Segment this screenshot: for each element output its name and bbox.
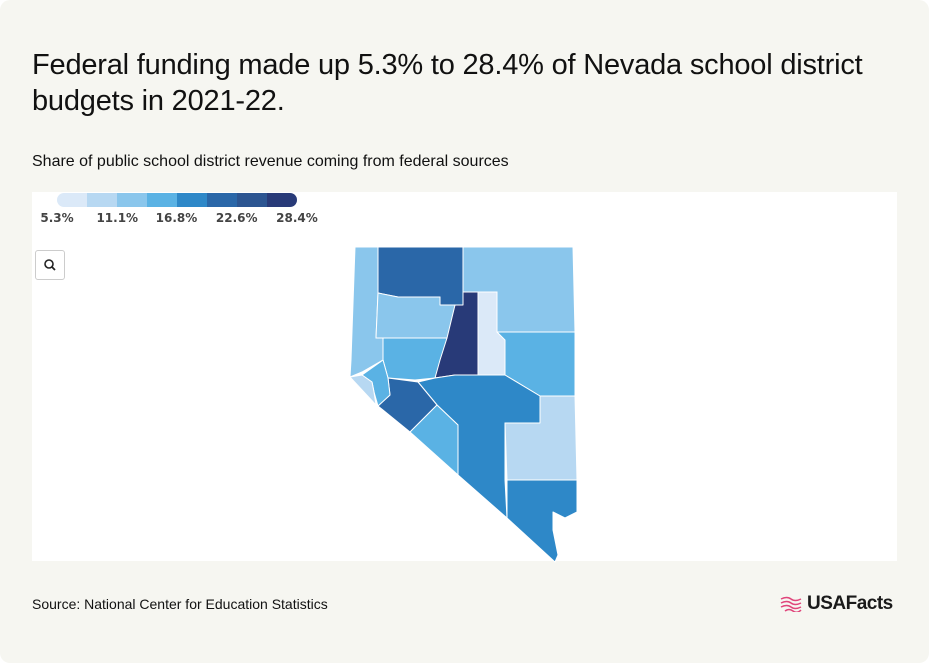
county — [375, 292, 456, 339]
legend-swatch — [87, 193, 118, 207]
subtitle: Share of public school district revenue … — [32, 153, 509, 170]
legend-swatch — [207, 193, 238, 207]
legend-swatch — [177, 193, 208, 207]
logo[interactable]: USAFacts — [779, 593, 893, 615]
county — [349, 374, 377, 406]
legend-label: 16.8% — [156, 211, 198, 225]
legend-label: 22.6% — [216, 211, 258, 225]
legend-label: 11.1% — [96, 211, 138, 225]
zoom-icon — [44, 259, 56, 271]
logo-flag — [780, 596, 802, 612]
logo-text: USAFacts — [807, 593, 893, 614]
legend: 5.3% 11.1% 16.8% 22.6% 28.4% — [40, 193, 318, 225]
legend-swatch — [147, 193, 178, 207]
county — [409, 404, 459, 476]
title: Federal funding made up 5.3% to 28.4% of… — [32, 49, 863, 117]
source: Source: National Center for Education St… — [32, 596, 328, 612]
legend-label: 5.3% — [40, 211, 73, 225]
legend-label: 28.4% — [276, 211, 318, 225]
county — [506, 479, 578, 563]
zoom-button[interactable] — [35, 250, 65, 280]
counties — [349, 246, 578, 563]
legend-swatch — [267, 193, 297, 207]
legend-swatch — [57, 193, 88, 207]
legend-swatch — [237, 193, 268, 207]
legend-swatch — [117, 193, 148, 207]
